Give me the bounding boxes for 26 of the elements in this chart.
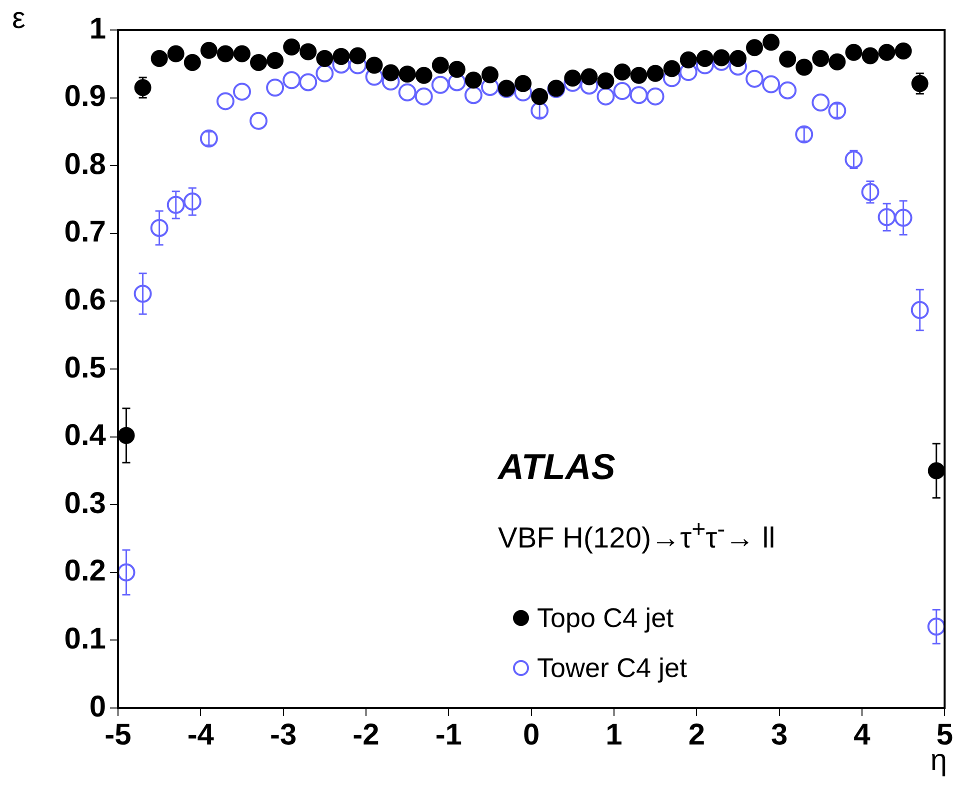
- legend-label: Topo C4 jet: [537, 602, 674, 634]
- x-tick-label: -5: [104, 718, 132, 752]
- y-tick-label: 0.2: [64, 554, 106, 588]
- x-tick-label: -3: [270, 718, 297, 752]
- y-tick-label: 0.7: [64, 216, 106, 249]
- y-tick-label: 1: [89, 12, 106, 46]
- annotation: VBF H(120)→τ$^{+}$τ$^{-}$→ ll: [498, 516, 776, 556]
- annotation: ATLAS: [498, 446, 616, 488]
- y-axis-title: ε: [12, 2, 26, 36]
- x-tick-label: 3: [770, 718, 788, 752]
- y-tick-label: 0.6: [64, 283, 106, 316]
- x-tick-label: 4: [854, 718, 871, 752]
- y-tick-label: 0.9: [64, 80, 106, 114]
- y-tick-label: 0: [89, 690, 106, 724]
- y-tick-label: 0.1: [64, 622, 106, 656]
- legend-label: Tower C4 jet: [537, 652, 688, 684]
- x-tick-label: 2: [688, 718, 706, 752]
- y-tick-label: 0.3: [64, 486, 106, 520]
- y-tick-label: 0.8: [64, 148, 106, 181]
- x-tick-label: -2: [352, 718, 380, 752]
- x-tick-label: -4: [187, 718, 214, 752]
- y-tick-label: 0.5: [64, 351, 106, 384]
- x-tick-label: 1: [606, 718, 622, 752]
- x-tick-label: 0: [522, 718, 540, 752]
- x-tick-label: -1: [435, 718, 462, 752]
- y-tick-label: 0.4: [64, 419, 106, 452]
